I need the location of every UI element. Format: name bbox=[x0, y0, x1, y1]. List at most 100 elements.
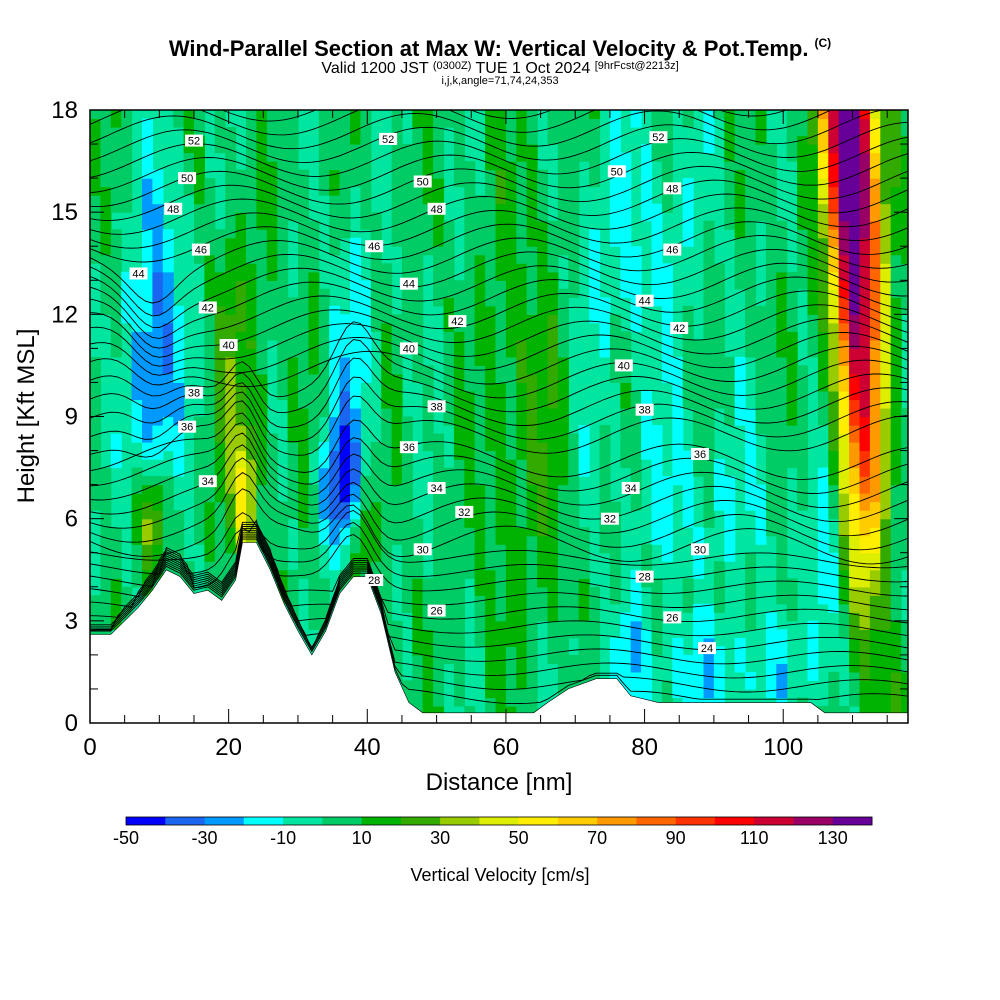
w-cell bbox=[412, 595, 424, 605]
w-cell bbox=[370, 493, 382, 503]
w-cell bbox=[443, 229, 455, 239]
w-cell bbox=[152, 237, 164, 247]
w-cell bbox=[287, 399, 299, 409]
w-cell bbox=[526, 220, 538, 230]
theta-contour-line bbox=[90, 534, 908, 679]
w-cell bbox=[890, 127, 902, 137]
w-cell bbox=[537, 595, 549, 605]
w-cell bbox=[776, 459, 788, 469]
w-cell bbox=[859, 152, 871, 162]
w-cell bbox=[745, 263, 757, 273]
w-cell bbox=[308, 612, 320, 622]
w-cell bbox=[453, 612, 465, 622]
w-cell bbox=[797, 280, 809, 290]
w-cell bbox=[495, 586, 507, 596]
w-cell bbox=[672, 688, 684, 698]
w-cell bbox=[849, 373, 861, 383]
w-cell bbox=[318, 297, 330, 307]
w-cell bbox=[453, 425, 465, 435]
w-cell bbox=[277, 229, 289, 239]
w-cell bbox=[287, 391, 299, 401]
w-cell bbox=[298, 186, 309, 196]
w-cell bbox=[412, 680, 424, 690]
w-cell bbox=[838, 425, 850, 435]
theta-label-box bbox=[191, 243, 210, 256]
w-cell bbox=[401, 595, 413, 605]
theta-label-box bbox=[178, 420, 197, 433]
w-cell bbox=[277, 322, 289, 332]
w-cell bbox=[859, 212, 871, 222]
theta-label: 28 bbox=[365, 574, 384, 587]
w-cell bbox=[765, 169, 777, 179]
theta-label-text: 30 bbox=[417, 544, 429, 556]
w-cell bbox=[724, 535, 736, 545]
w-cell bbox=[194, 442, 205, 452]
w-cell bbox=[849, 629, 861, 639]
w-cell bbox=[755, 314, 767, 324]
w-cell bbox=[277, 220, 289, 230]
w-cell bbox=[350, 544, 361, 554]
w-cell bbox=[350, 356, 361, 366]
w-cell bbox=[183, 144, 195, 154]
w-cell bbox=[828, 305, 840, 315]
w-cell bbox=[339, 195, 351, 205]
w-cell bbox=[298, 280, 309, 290]
w-cell bbox=[298, 382, 309, 392]
w-cell bbox=[880, 612, 892, 622]
w-cell bbox=[433, 297, 445, 307]
w-cell bbox=[474, 305, 486, 315]
w-cell bbox=[225, 399, 237, 409]
w-cell bbox=[516, 322, 528, 332]
w-cell bbox=[443, 118, 455, 128]
w-cell bbox=[246, 527, 257, 537]
w-cell bbox=[516, 552, 528, 562]
w-cell bbox=[724, 212, 736, 222]
w-cell bbox=[298, 484, 309, 494]
w-cell bbox=[890, 297, 902, 307]
w-cell bbox=[703, 603, 715, 613]
w-cell bbox=[204, 288, 216, 298]
w-cell bbox=[745, 595, 757, 605]
w-cell bbox=[401, 603, 413, 613]
w-cell bbox=[630, 476, 642, 486]
w-cell bbox=[256, 348, 268, 358]
w-cell bbox=[516, 237, 528, 247]
w-cell bbox=[765, 161, 777, 171]
w-cell bbox=[516, 127, 528, 137]
w-cell bbox=[516, 561, 528, 571]
w-cell bbox=[838, 331, 850, 341]
w-cell bbox=[682, 603, 694, 613]
w-cell bbox=[755, 356, 767, 366]
w-cell bbox=[443, 110, 455, 120]
w-cell bbox=[547, 433, 559, 443]
w-cell bbox=[204, 535, 216, 545]
w-cell bbox=[890, 382, 902, 392]
w-cell bbox=[755, 203, 767, 213]
w-cell bbox=[381, 493, 393, 503]
w-cell bbox=[391, 152, 403, 162]
w-cell bbox=[350, 382, 361, 392]
w-cell bbox=[381, 314, 393, 324]
w-cell bbox=[391, 186, 403, 196]
w-cell bbox=[703, 348, 715, 358]
w-cell bbox=[485, 501, 497, 511]
w-cell bbox=[433, 442, 445, 452]
w-cell bbox=[682, 476, 694, 486]
w-cell bbox=[526, 697, 538, 707]
w-cell bbox=[765, 297, 777, 307]
w-cell bbox=[901, 484, 908, 494]
w-cell bbox=[266, 186, 278, 196]
w-cell bbox=[90, 408, 101, 418]
w-cell bbox=[266, 169, 278, 179]
w-cell bbox=[609, 135, 621, 145]
w-cell bbox=[828, 365, 840, 375]
w-cell bbox=[433, 280, 445, 290]
w-cell bbox=[464, 161, 476, 171]
w-cell bbox=[786, 280, 798, 290]
w-cell bbox=[256, 229, 268, 239]
w-cell bbox=[350, 493, 361, 503]
w-cell bbox=[724, 178, 736, 188]
w-cell bbox=[869, 467, 881, 477]
w-cell bbox=[422, 688, 434, 698]
w-cell bbox=[308, 331, 320, 341]
